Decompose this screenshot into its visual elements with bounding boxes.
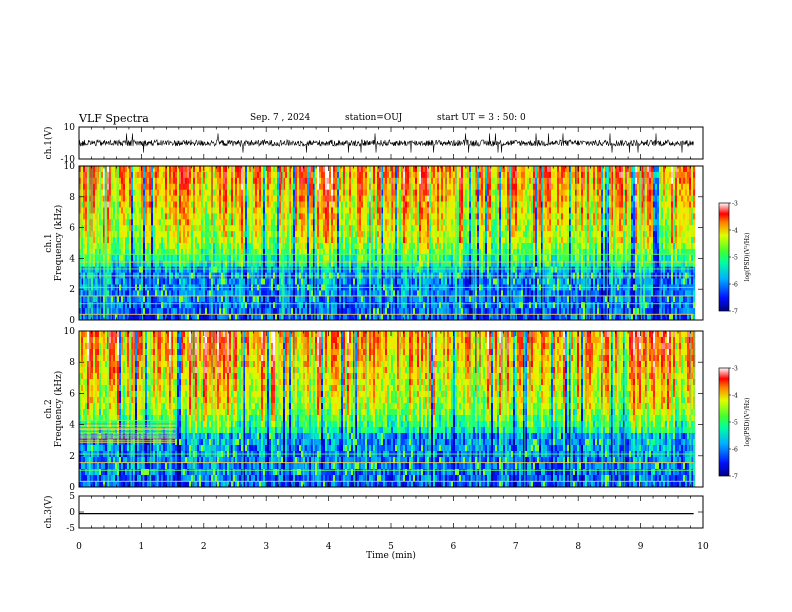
xtick-label: 5 (388, 542, 394, 552)
ch1-spectrogram-ytick-label: 4 (69, 254, 75, 264)
xtick-label: 3 (263, 542, 269, 552)
ch1-waveform-ytick-label: -10 (61, 155, 76, 165)
ch2-colorbar-tick-label: -4 (732, 393, 738, 400)
xtick-label: 8 (575, 542, 581, 552)
ch1-spectrogram-ylabel-line2: Frequency (kHz) (53, 205, 64, 282)
ch1-colorbar-bar (718, 202, 730, 312)
xtick-label: 1 (139, 542, 145, 552)
ch2-spectrogram-ylabel-line2: Frequency (kHz) (53, 371, 64, 448)
ch1-colorbar-label: log(PSD)(V²/Hz) (744, 233, 751, 282)
ch1-waveform-ylabel: ch.1(V) (43, 127, 54, 160)
ch1-spectrogram-ytick-label: 8 (69, 193, 75, 203)
ch3-waveform-axes: 5 0 -5 ch.3(V) (43, 492, 704, 534)
ch2-spectrogram-ytick-label: 6 (69, 389, 75, 399)
ch1-colorbar-tick-label: -7 (732, 309, 738, 316)
ch2-colorbar-tick-label: -7 (732, 474, 738, 481)
ch1-spectrogram-ytick-label: 0 (69, 316, 75, 326)
ch1-spectrogram-image (79, 166, 696, 321)
ch2-colorbar-tick-label: -3 (732, 366, 738, 373)
xtick-label: 10 (697, 542, 709, 552)
ch3-waveform-ytick-label: -5 (66, 524, 75, 534)
ch2-spectrogram-axes: 0 2 4 6 8 10 ch.2 Frequency (kHz) (44, 327, 704, 493)
ch2-spectrogram-ytick-label: 0 (69, 483, 75, 493)
ch2-spectrogram-ytick-label: 8 (69, 358, 75, 368)
date-label: Sep. 7 , 2024 (250, 113, 311, 123)
ch1-spectrogram-ytick-label: 10 (64, 162, 76, 172)
ch2-spectrogram-ytick-label: 10 (64, 327, 76, 337)
xtick-label: 0 (76, 542, 82, 552)
ch1-spectrogram-ytick-label: 2 (69, 285, 75, 295)
ch1-colorbar-tick-label: -3 (732, 201, 738, 208)
figure-title: VLF Spectra (79, 112, 149, 125)
ch2-spectrogram-ytick-label: 4 (69, 421, 75, 431)
ch2-colorbar-tick-label: -5 (732, 420, 738, 427)
ch2-spectrogram-image (79, 331, 696, 488)
xtick-label: 7 (513, 542, 519, 552)
ch3-waveform-ytick-label: 5 (69, 492, 75, 502)
x-axis-label: Time (min) (366, 550, 416, 561)
ch2-colorbar-label: log(PSD)(V²/Hz) (744, 398, 751, 447)
x-axis: 0 1 2 3 4 5 6 7 8 9 10 Time (min) (76, 542, 709, 561)
ch2-colorbar: -3 -4 -5 -6 -7 log(PSD)(V²/Hz) (718, 366, 751, 481)
ch3-waveform-ylabel: ch.3(V) (43, 496, 54, 529)
ch2-colorbar-tick-label: -6 (732, 447, 738, 454)
station-label: station=OUJ (345, 113, 403, 123)
xtick-label: 6 (451, 542, 457, 552)
ch2-spectrogram-ylabel: ch.2 (44, 399, 54, 418)
ch3-waveform-ytick-label: 0 (69, 508, 75, 518)
ch1-waveform-axes: 10 -10 ch.1(V) (43, 123, 704, 165)
ch1-colorbar-tick-label: -6 (732, 282, 738, 289)
ch2-colorbar-bar (718, 367, 730, 477)
ch2-spectrogram-ytick-label: 2 (69, 452, 75, 462)
ch1-waveform-line (78, 133, 694, 153)
ch1-colorbar-tick-label: -4 (732, 228, 738, 235)
ch1-spectrogram-ylabel: ch.1 (44, 233, 54, 252)
ch1-colorbar-tick-label: -5 (732, 255, 738, 262)
ch1-waveform-ytick-label: 10 (64, 123, 76, 133)
xtick-label: 4 (326, 542, 332, 552)
xtick-label: 2 (201, 542, 207, 552)
start-time-label: start UT = 3 : 50: 0 (437, 113, 526, 123)
xtick-label: 9 (638, 542, 644, 552)
ch1-spectrogram-ytick-label: 6 (69, 224, 75, 234)
ch1-spectrogram-axes: 0 2 4 6 8 10 ch.1 Frequency (kHz) (44, 162, 704, 326)
ch1-colorbar: -3 -4 -5 -6 -7 log(PSD)(V²/Hz) (718, 201, 751, 316)
